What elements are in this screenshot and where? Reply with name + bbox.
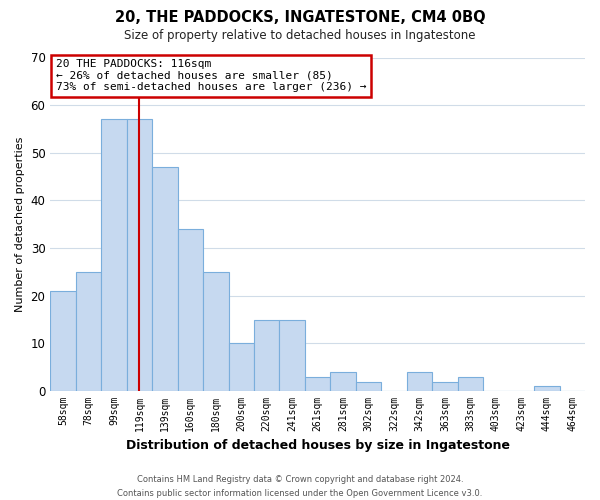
Bar bbox=[203, 272, 229, 391]
Text: 20 THE PADDOCKS: 116sqm
← 26% of detached houses are smaller (85)
73% of semi-de: 20 THE PADDOCKS: 116sqm ← 26% of detache… bbox=[56, 59, 366, 92]
Bar bbox=[76, 272, 101, 391]
Bar bbox=[458, 377, 483, 391]
Bar bbox=[127, 120, 152, 391]
Bar bbox=[229, 344, 254, 391]
Bar bbox=[407, 372, 432, 391]
Y-axis label: Number of detached properties: Number of detached properties bbox=[15, 136, 25, 312]
Bar bbox=[50, 291, 76, 391]
Bar bbox=[101, 120, 127, 391]
Bar bbox=[432, 382, 458, 391]
Bar bbox=[331, 372, 356, 391]
X-axis label: Distribution of detached houses by size in Ingatestone: Distribution of detached houses by size … bbox=[125, 440, 509, 452]
Bar bbox=[280, 320, 305, 391]
Text: Size of property relative to detached houses in Ingatestone: Size of property relative to detached ho… bbox=[124, 29, 476, 42]
Bar bbox=[254, 320, 280, 391]
Bar bbox=[152, 167, 178, 391]
Text: 20, THE PADDOCKS, INGATESTONE, CM4 0BQ: 20, THE PADDOCKS, INGATESTONE, CM4 0BQ bbox=[115, 10, 485, 25]
Bar bbox=[305, 377, 331, 391]
Text: Contains HM Land Registry data © Crown copyright and database right 2024.
Contai: Contains HM Land Registry data © Crown c… bbox=[118, 476, 482, 498]
Bar bbox=[356, 382, 382, 391]
Bar bbox=[534, 386, 560, 391]
Bar bbox=[178, 229, 203, 391]
